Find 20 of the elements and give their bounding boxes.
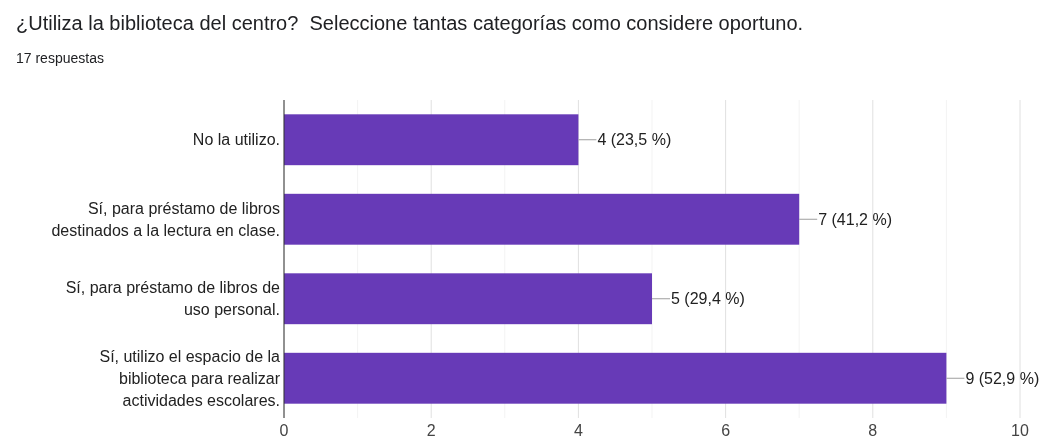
y-tick-label: Sí, para préstamo de libros de uso personal. (65, 279, 281, 319)
x-tick-label: 10 (1011, 422, 1029, 439)
x-tick-label: 0 (279, 422, 289, 439)
x-tick-label: 8 (868, 422, 878, 439)
data-label: 4 (23,5 %) (597, 131, 672, 149)
x-tick-label: 4 (573, 422, 583, 439)
data-label: 5 (29,4 %) (671, 290, 745, 308)
y-tick-label: No la utilizo. (192, 131, 280, 149)
bar (284, 193, 800, 245)
bar (284, 352, 947, 404)
x-tick-label: 6 (721, 422, 731, 439)
bar (284, 114, 579, 166)
data-label: 9 (52,9 %) (965, 369, 1040, 387)
bar (284, 273, 652, 325)
data-label: 7 (41,2 %) (818, 210, 893, 228)
y-tick-label: Sí, utilizo el espacio de la biblioteca para realizar actividades escolares. (99, 347, 281, 409)
y-tick-label: Sí, para préstamo de libros destinados a la lectura en clase. (51, 199, 280, 239)
text: 17 respuestas (16, 50, 104, 66)
x-tick-label: 2 (426, 422, 436, 439)
chart-title: ¿Utiliza la biblioteca del centro? Seleccione tantas categorías como considere oportuno. (16, 12, 804, 34)
